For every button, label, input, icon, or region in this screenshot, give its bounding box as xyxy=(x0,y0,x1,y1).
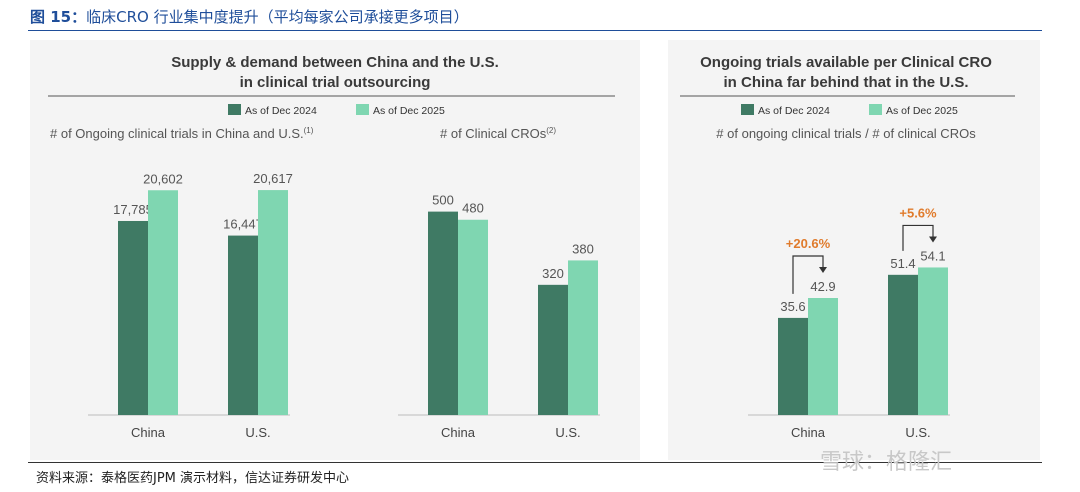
bar-p3-china-s1 xyxy=(778,317,808,415)
data-label-p1-c1-s1: 17,785 xyxy=(113,202,153,217)
data-label-p2-c2-s1: 320 xyxy=(542,266,564,281)
category-label-p3-c2: U.S. xyxy=(905,425,930,440)
figure-title-prefix: 图 15： xyxy=(30,8,87,26)
growth-connector-c2 xyxy=(902,224,934,251)
source-rule xyxy=(28,462,1042,463)
watermark-text: 雪球：格隆汇 xyxy=(820,450,953,475)
bar-p3-us-s1 xyxy=(888,274,918,415)
data-label-p3-c1-s2: 42.9 xyxy=(810,279,835,294)
bar-p2-china-s2 xyxy=(458,219,488,415)
source-note: 资料来源：泰格医药JPM 演示材料，信达证券研发中心 xyxy=(36,471,350,486)
legend-label-2025-left: As of Dec 2025 xyxy=(373,105,445,117)
bar-p2-us-s1 xyxy=(538,284,568,415)
category-label-p3-c1: China xyxy=(791,425,826,440)
category-label-p1-c1: China xyxy=(131,425,166,440)
legend-swatch-2025-right xyxy=(869,104,882,115)
legend-swatch-2024-right xyxy=(741,104,754,115)
panel1-subtitle: # of Ongoing clinical trials in China an… xyxy=(50,126,314,141)
data-label-p1-c1-s2: 20,602 xyxy=(143,171,183,186)
category-label-p1-c2: U.S. xyxy=(245,425,270,440)
growth-arrowhead-c2 xyxy=(929,236,937,243)
figure-title-text: 临床CRO 行业集中度提升（平均每家公司承接更多项目） xyxy=(86,8,469,26)
legend-label-2024-left: As of Dec 2024 xyxy=(245,105,317,117)
growth-connector-c1 xyxy=(792,255,824,294)
title-rule xyxy=(28,30,1042,31)
data-label-p3-c2-s1: 51.4 xyxy=(890,256,915,271)
bar-p1-us-s2 xyxy=(258,190,288,415)
left-panel-title-line2: in clinical trial outsourcing xyxy=(240,74,431,91)
data-label-p2-c1-s1: 500 xyxy=(432,193,454,208)
figure-title: 图 15：临床CRO 行业集中度提升（平均每家公司承接更多项目） xyxy=(30,6,469,27)
bar-p2-us-s2 xyxy=(568,260,598,415)
bar-p1-us-s1 xyxy=(228,235,258,415)
right-panel-background xyxy=(668,40,1040,460)
bar-p1-china-s1 xyxy=(118,220,148,415)
chart-marks-layer: 17,785 20,602 China 16,447 20,617 U.S. 500 480 C… xyxy=(113,171,948,440)
panel1-subtitle-text: # of Ongoing clinical trials in China an… xyxy=(50,126,304,141)
panel2-subtitle-text: # of Clinical CROs xyxy=(440,126,547,141)
growth-label-c2: +5.6% xyxy=(899,205,937,220)
data-label-p3-c1-s1: 35.6 xyxy=(780,299,805,314)
legend-swatch-2024-left xyxy=(228,104,241,115)
right-panel-title-line2: in China far behind that in the U.S. xyxy=(723,74,968,91)
legend-label-2024-right: As of Dec 2024 xyxy=(758,105,830,117)
panel3-subtitle: # of ongoing clinical trials / # of clin… xyxy=(716,126,976,141)
category-label-p2-c2: U.S. xyxy=(555,425,580,440)
data-label-p2-c1-s2: 480 xyxy=(462,201,484,216)
data-label-p3-c2-s2: 54.1 xyxy=(920,248,945,263)
panel2-subtitle: # of Clinical CROs(2) xyxy=(440,126,556,141)
bar-p3-us-s2 xyxy=(918,267,948,415)
chart-static-layer: Supply & demand between China and the U.… xyxy=(48,54,1015,416)
bar-p1-china-s2 xyxy=(148,190,178,415)
data-label-p1-c2-s1: 16,447 xyxy=(223,217,263,232)
growth-arrowhead-c1 xyxy=(819,267,827,273)
bar-p2-china-s1 xyxy=(428,211,458,415)
bar-p3-china-s2 xyxy=(808,298,838,415)
data-label-p1-c2-s2: 20,617 xyxy=(253,171,293,186)
growth-label-c1: +20.6% xyxy=(786,236,831,251)
category-label-p2-c1: China xyxy=(441,425,476,440)
panel1-subtitle-sup: (1) xyxy=(304,126,314,135)
legend-label-2025-right: As of Dec 2025 xyxy=(886,105,958,117)
panel2-subtitle-sup: (2) xyxy=(546,126,556,135)
right-panel-title-line1: Ongoing trials available per Clinical CR… xyxy=(700,54,992,71)
legend-swatch-2025-left xyxy=(356,104,369,115)
left-panel-title-line1: Supply & demand between China and the U.… xyxy=(171,54,499,71)
data-label-p2-c2-s2: 380 xyxy=(572,241,594,256)
